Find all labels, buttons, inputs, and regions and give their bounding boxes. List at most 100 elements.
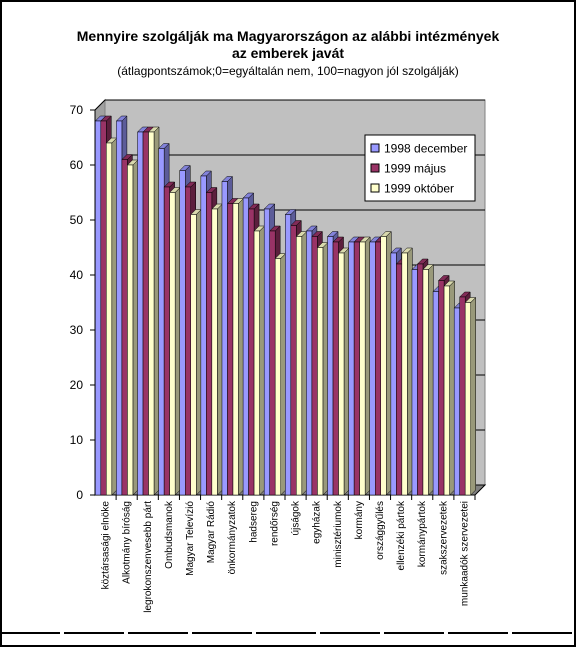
legend-swatch: [370, 143, 380, 153]
bar-front: [359, 241, 366, 496]
bar-front: [185, 186, 191, 496]
bar-front: [338, 252, 345, 496]
y-tick-label: 50: [70, 213, 84, 227]
bar: [105, 137, 118, 496]
bar-side: [217, 203, 223, 496]
bar-front: [274, 258, 281, 496]
bar: [253, 225, 266, 496]
bar: [232, 197, 245, 496]
bar-front: [137, 131, 144, 496]
bar-front: [332, 241, 339, 496]
x-tick-label: újságok: [291, 500, 302, 535]
chart-title: Mennyire szolgálják ma Magyarországon az…: [76, 28, 500, 61]
y-tick-label: 40: [70, 268, 84, 282]
bar-front: [317, 247, 324, 496]
bar-front: [443, 285, 450, 496]
x-tick-label: hadsereg: [248, 501, 259, 543]
bar: [274, 252, 287, 496]
bar: [126, 159, 139, 496]
bar-front: [169, 192, 176, 496]
x-tick-label: köztársasági elnöke: [101, 501, 112, 590]
bar-front: [438, 280, 445, 496]
bar: [380, 230, 392, 496]
bar: [190, 208, 202, 496]
grid-line: [94, 99, 485, 111]
bar-side: [343, 247, 350, 496]
x-tick-label: kormány: [354, 501, 365, 539]
bar-front: [375, 241, 381, 496]
bar-front: [285, 214, 292, 496]
bar-side: [322, 241, 329, 496]
bar: [443, 280, 456, 496]
bar-front: [464, 302, 471, 496]
bar-side: [132, 159, 139, 496]
legend-label: 1999 október: [384, 182, 454, 196]
bar-front: [327, 236, 334, 496]
bar-side: [174, 186, 181, 496]
bar-front: [95, 120, 102, 496]
bar-front: [290, 225, 297, 496]
y-tick-label: 60: [70, 158, 84, 172]
y-tick-label: 0: [76, 488, 83, 502]
bar-front: [417, 263, 424, 496]
bar-front: [211, 208, 218, 496]
x-tick-label: országgyűlés: [375, 501, 386, 560]
bar-front: [227, 203, 234, 496]
bar-front: [369, 241, 376, 496]
x-tick-label: szakszervezetek: [438, 500, 449, 575]
bar-side: [364, 236, 371, 496]
bar-front: [353, 241, 360, 496]
bar-front: [248, 208, 255, 496]
bar-front: [348, 241, 355, 496]
bar-side: [301, 230, 308, 496]
bar-front: [396, 263, 403, 496]
x-tick-label: Ombudsmanok: [164, 500, 175, 569]
bar-side: [386, 230, 392, 496]
x-tick-label: kormánypártok: [417, 500, 428, 567]
bar-side: [470, 296, 476, 496]
bar-front: [296, 236, 303, 496]
legend-label: 1998 december: [384, 142, 467, 156]
bar: [422, 263, 435, 496]
legend-box: [364, 134, 476, 202]
bar-front: [206, 192, 213, 496]
bar-front: [116, 120, 123, 496]
x-tick-label: egyházak: [312, 500, 323, 544]
bar: [401, 247, 413, 496]
bar: [337, 247, 350, 496]
x-tick-label: Alkotmány bíróság: [122, 501, 133, 584]
bar-side: [196, 208, 202, 496]
bar-front: [190, 214, 197, 496]
y-tick-label: 20: [70, 378, 84, 392]
legend-label: 1999 május: [384, 162, 446, 176]
bar-side: [153, 126, 160, 496]
bar-front: [100, 120, 107, 496]
bar-front: [432, 291, 439, 496]
bar-front: [200, 175, 207, 496]
bar: [316, 241, 329, 496]
bar: [147, 126, 160, 496]
bar-front: [163, 186, 170, 496]
bar-front: [390, 252, 397, 496]
y-tick-label: 30: [70, 323, 84, 337]
bar-front: [453, 307, 460, 496]
bar: [211, 203, 223, 496]
x-tick-label: munkaadók szervezetei: [459, 501, 470, 606]
x-tick-label: Magyar Rádió: [206, 501, 217, 564]
bar-front: [263, 208, 270, 496]
bar-front: [158, 148, 165, 496]
bar: [464, 296, 477, 496]
bar-front: [148, 131, 155, 496]
x-tick-label: ellenzéki pártok: [396, 500, 407, 570]
bar-front: [253, 230, 260, 496]
bar-side: [280, 252, 286, 496]
x-tick-label: Magyar Televízió: [185, 501, 196, 576]
y-tick-label: 10: [70, 433, 84, 447]
x-tick-label: rendőrség: [269, 501, 280, 546]
bar-front: [459, 296, 466, 496]
x-tick-label: minisztériumok: [333, 500, 344, 568]
bar: [295, 230, 308, 496]
bar-front: [401, 252, 408, 496]
